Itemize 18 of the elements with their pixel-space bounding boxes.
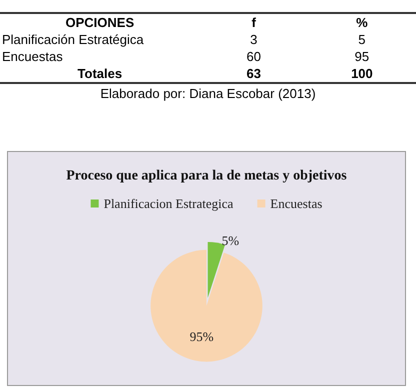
text: OPCIONES bbox=[0, 13, 200, 31]
text: 63 bbox=[200, 65, 308, 83]
text: 60 bbox=[246, 48, 262, 65]
text: f bbox=[200, 13, 308, 31]
text: 100 bbox=[308, 65, 416, 83]
legend-label: Planificacion Estrategica bbox=[104, 196, 234, 211]
text: % bbox=[308, 13, 416, 31]
legend-label: Encuestas bbox=[270, 196, 322, 211]
text: Totales bbox=[0, 65, 200, 83]
text: Planificación Estratégica bbox=[1, 31, 145, 48]
text: 5 bbox=[357, 31, 367, 48]
data-label: 5% bbox=[222, 233, 240, 248]
chart-title: Proceso que aplica para la de metas y objetivos bbox=[66, 168, 348, 184]
text: 3 bbox=[249, 31, 258, 48]
text: Elaborado por: Diana Escobar (2013) bbox=[99, 86, 317, 101]
text: Encuestas bbox=[1, 48, 64, 65]
data-label: 95% bbox=[190, 328, 214, 344]
text: 95 bbox=[354, 48, 370, 65]
